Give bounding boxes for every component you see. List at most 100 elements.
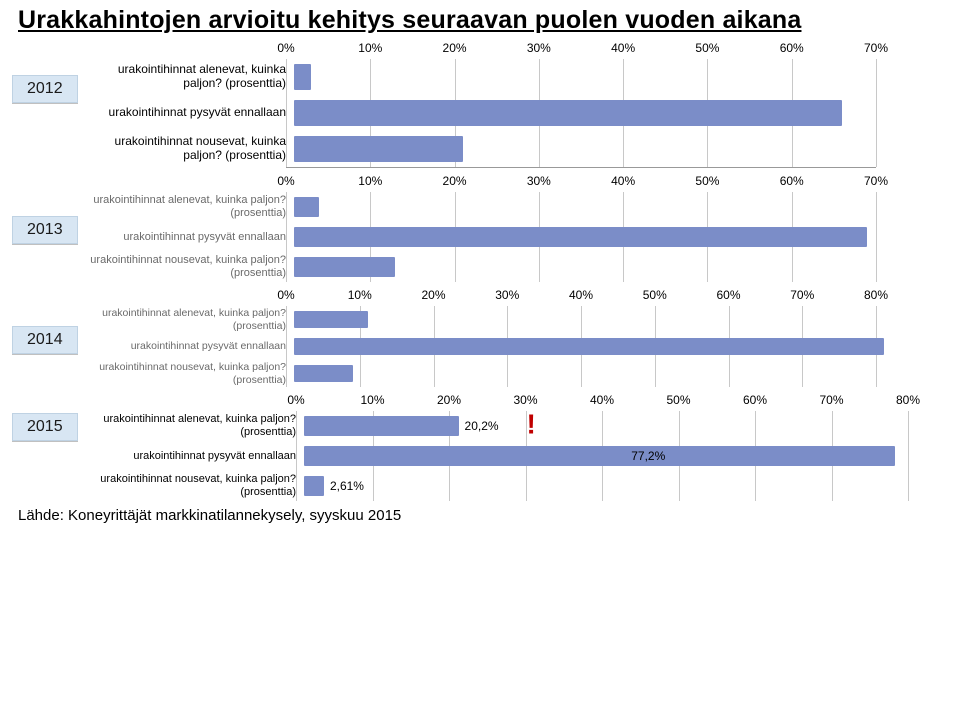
axis-tick: 30% (527, 174, 551, 188)
bar-row: urakointihinnat alenevat, kuinka paljon?… (86, 192, 884, 222)
category-label: urakointihinnat alenevat, kuinka paljon?… (86, 413, 304, 438)
source-text: Lähde: Koneyrittäjät markkinatilannekyse… (18, 507, 942, 524)
bar-row: urakointihinnat alenevat, kuinka paljon?… (86, 411, 916, 441)
plot-rows: urakointihinnat alenevat, kuinka paljon?… (86, 411, 916, 501)
bar-plot: 2,61% (304, 471, 916, 501)
bar-plot (294, 333, 884, 360)
bar (294, 257, 395, 277)
category-label: urakointihinnat alenevat, kuinka paljon?… (86, 63, 294, 91)
bar (294, 338, 884, 355)
axis-tick: 0% (277, 288, 294, 302)
value-label: 77,2% (631, 449, 665, 463)
bar-chart: 0%10%20%30%40%50%60%70%80%urakointihinna… (86, 393, 916, 501)
year-chip: 2014 (12, 326, 78, 354)
bar-row: urakointihinnat alenevat, kuinka paljon?… (86, 59, 884, 95)
axis-tick: 70% (864, 41, 888, 55)
axis-tick: 20% (443, 41, 467, 55)
category-label: urakointihinnat nousevat, kuinka paljon?… (86, 473, 304, 498)
axis-tick: 0% (277, 41, 294, 55)
chart-panel-2012: 20120%10%20%30%40%50%60%70%urakointihinn… (18, 41, 942, 168)
category-label: urakointihinnat pysyvät ennallaan (86, 450, 304, 463)
bar-row: urakointihinnat nousevat, kuinka paljon?… (86, 252, 884, 282)
chart-panel-2013: 20130%10%20%30%40%50%60%70%urakointihinn… (18, 174, 942, 282)
plot-rows: urakointihinnat alenevat, kuinka paljon?… (86, 59, 884, 167)
axis-tick: 60% (716, 288, 740, 302)
value-label: 20,2% (465, 419, 499, 433)
chart-panels: 20120%10%20%30%40%50%60%70%urakointihinn… (18, 41, 942, 501)
bar-plot: 77,2% (304, 441, 916, 471)
x-axis: 0%10%20%30%40%50%60%70%80% (286, 288, 876, 306)
axis-tick: 20% (421, 288, 445, 302)
bar (304, 416, 459, 435)
bar-plot (294, 360, 884, 387)
plot-rows: urakointihinnat alenevat, kuinka paljon?… (86, 192, 884, 282)
chart-panel-2015: 20150%10%20%30%40%50%60%70%80%urakointih… (18, 393, 942, 501)
category-label: urakointihinnat alenevat, kuinka paljon?… (86, 307, 294, 331)
axis-tick: 10% (358, 174, 382, 188)
axis-tick: 30% (495, 288, 519, 302)
axis-tick: 80% (896, 393, 920, 407)
bar-plot (294, 252, 884, 282)
bar-row: urakointihinnat alenevat, kuinka paljon?… (86, 306, 884, 333)
bar-row: urakointihinnat pysyvät ennallaan (86, 95, 884, 131)
bar-plot (294, 95, 884, 131)
bar (294, 197, 319, 217)
category-label: urakointihinnat alenevat, kuinka paljon?… (86, 194, 294, 219)
category-label: urakointihinnat pysyvät ennallaan (86, 340, 294, 352)
axis-tick: 10% (360, 393, 384, 407)
bar-row: urakointihinnat pysyvät ennallaan (86, 333, 884, 360)
bar (294, 136, 463, 162)
year-chip: 2015 (12, 413, 78, 441)
value-label: 2,61% (330, 479, 364, 493)
axis-tick: 70% (790, 288, 814, 302)
axis-tick: 70% (819, 393, 843, 407)
x-axis: 0%10%20%30%40%50%60%70%80% (296, 393, 908, 411)
page-title: Urakkahintojen arvioitu kehitys seuraava… (18, 6, 942, 35)
category-label: urakointihinnat pysyvät ennallaan (86, 231, 294, 244)
axis-tick: 30% (527, 41, 551, 55)
bar-plot (294, 131, 884, 167)
category-label: urakointihinnat nousevat, kuinka paljon?… (86, 254, 294, 279)
chart-panel-2014: 20140%10%20%30%40%50%60%70%80%urakointih… (18, 288, 942, 387)
axis-tick: 70% (864, 174, 888, 188)
bar-row: urakointihinnat nousevat, kuinka paljon?… (86, 131, 884, 167)
bar (294, 64, 311, 90)
bar-plot (294, 192, 884, 222)
axis-tick: 40% (590, 393, 614, 407)
axis-tick: 50% (695, 41, 719, 55)
bar-plot (294, 306, 884, 333)
category-label: urakointihinnat nousevat, kuinka paljon?… (86, 135, 294, 163)
category-label: urakointihinnat pysyvät ennallaan (86, 106, 294, 120)
bar (294, 100, 842, 126)
axis-tick: 40% (611, 41, 635, 55)
x-axis: 0%10%20%30%40%50%60%70% (286, 41, 876, 59)
axis-tick: 10% (348, 288, 372, 302)
bar-plot: 20,2%! (304, 411, 916, 441)
axis-tick: 50% (666, 393, 690, 407)
axis-tick: 20% (443, 174, 467, 188)
bar-plot (294, 222, 884, 252)
bar-row: urakointihinnat nousevat, kuinka paljon?… (86, 471, 916, 501)
bar (304, 446, 895, 465)
bar (294, 227, 867, 247)
axis-baseline (286, 167, 876, 168)
bar (294, 365, 353, 382)
bar-row: urakointihinnat pysyvät ennallaan (86, 222, 884, 252)
bar-row: urakointihinnat nousevat, kuinka paljon?… (86, 360, 884, 387)
bar-row: urakointihinnat pysyvät ennallaan 77,2% (86, 441, 916, 471)
axis-tick: 10% (358, 41, 382, 55)
axis-tick: 30% (513, 393, 537, 407)
x-axis: 0%10%20%30%40%50%60%70% (286, 174, 876, 192)
bar (304, 476, 324, 495)
axis-tick: 40% (611, 174, 635, 188)
axis-tick: 40% (569, 288, 593, 302)
bar (294, 311, 368, 328)
axis-tick: 60% (743, 393, 767, 407)
axis-tick: 50% (695, 174, 719, 188)
axis-tick: 80% (864, 288, 888, 302)
exclamation-icon: ! (527, 408, 536, 440)
plot-rows: urakointihinnat alenevat, kuinka paljon?… (86, 306, 884, 387)
year-chip: 2012 (12, 75, 78, 103)
bar-chart: 0%10%20%30%40%50%60%70%80%urakointihinna… (86, 288, 884, 387)
bar-plot (294, 59, 884, 95)
